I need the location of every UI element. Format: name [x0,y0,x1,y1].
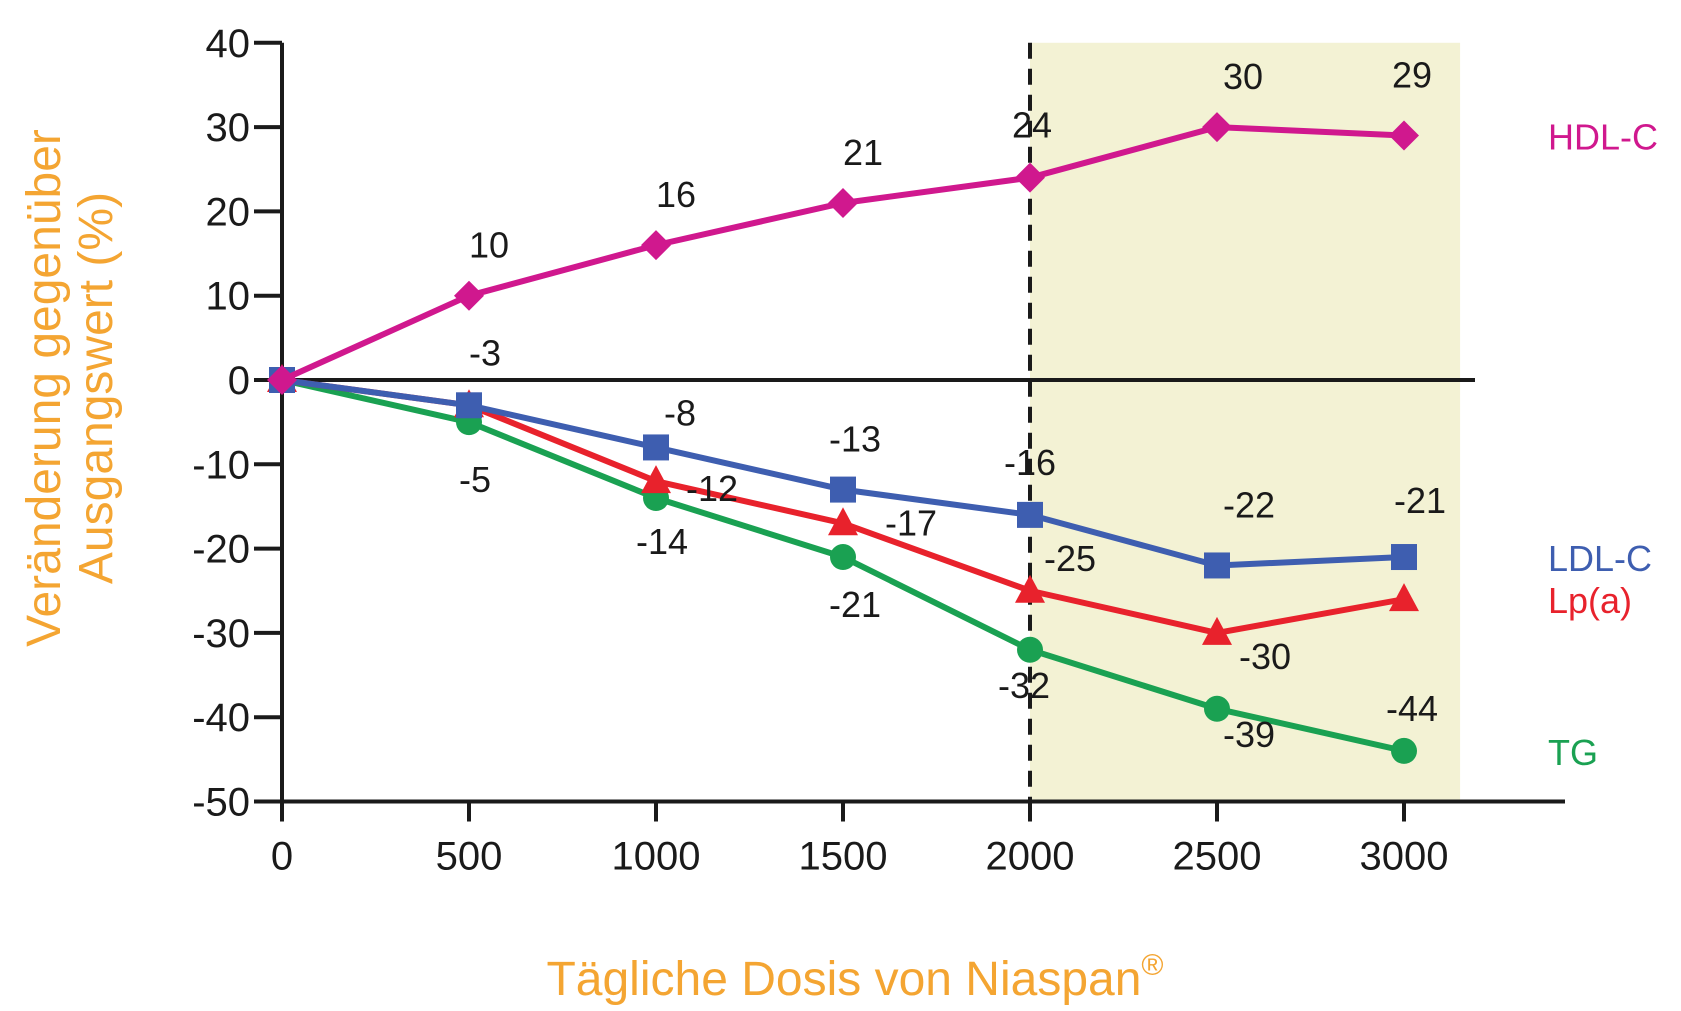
data-label: -39 [1223,714,1275,755]
series-name: TG [1548,732,1598,773]
data-label: 24 [1012,105,1052,146]
data-label: -44 [1386,688,1438,729]
y-axis-title-line1: Veränderung gegenüber [18,129,71,647]
data-label: -14 [636,521,688,562]
data-label: 29 [1392,55,1432,96]
y-axis-title-line2: Ausgangswert (%) [70,192,123,584]
data-label: -12 [686,468,738,509]
y-tick-label: -20 [192,528,250,572]
series-name: HDL-C [1548,117,1658,158]
point-triangle [1202,616,1232,645]
data-label: -25 [1044,538,1096,579]
data-label: -32 [998,665,1050,706]
data-label: 21 [843,132,883,173]
point-diamond [267,365,297,395]
data-label: -16 [1004,442,1056,483]
data-label: -17 [885,502,937,543]
data-label: -8 [664,392,696,433]
point-circle [1391,737,1417,764]
point-circle [1204,695,1230,722]
x-tick-label: 0 [271,835,293,879]
data-label: -13 [829,419,881,460]
data-label: -21 [1394,480,1446,521]
series-name: LDL-C [1548,538,1652,579]
point-triangle [1389,583,1419,612]
data-label: -30 [1239,636,1291,677]
point-diamond [1015,162,1045,193]
y-tick-label: 20 [206,190,251,234]
point-diamond [1389,120,1419,151]
point-diamond [641,230,671,261]
y-tick-label: 40 [206,22,251,66]
series-name: Lp(a) [1548,580,1632,621]
point-circle [830,544,856,571]
x-tick-label: 2500 [1173,835,1262,879]
x-axis-title-text: Tägliche Dosis von Niaspan [546,953,1141,1006]
data-labels: 10 16 21 24 30 29 -3 -8 -13 -16 -22 -21 -12 -17 -25 -30… [459,55,1446,755]
data-label: 30 [1223,56,1263,97]
point-diamond [454,280,484,311]
point-square [830,476,856,503]
x-axis-title-superscript: ® [1141,949,1163,982]
x-axis-title: Tägliche Dosis von Niaspan® [546,949,1163,1006]
series-names: HDL-C LDL-CLp(a) TG [1548,117,1658,773]
y-axis-title: Veränderung gegenüber Ausgangswert (%) [18,129,123,647]
data-label: -5 [459,459,491,500]
data-label: -21 [829,584,881,625]
y-tick-label: 10 [206,275,251,319]
y-tick-label: -50 [192,781,250,825]
point-triangle [641,465,671,494]
point-square [1391,544,1417,571]
y-tick-label: -40 [192,696,250,740]
point-triangle [828,507,858,536]
data-label: 10 [469,225,509,266]
point-diamond [1202,112,1232,143]
x-tick-label: 1000 [612,835,701,879]
point-diamond [828,187,858,218]
y-tick-label: -10 [192,443,250,487]
y-tick-label: -30 [192,612,250,656]
x-tick-label: 1500 [799,835,888,879]
y-tick-label: 30 [206,106,251,150]
point-square [1204,552,1230,579]
point-square [643,434,669,461]
x-tick-label: 3000 [1360,835,1449,879]
y-tick-label: 0 [228,359,250,403]
series-layer [267,112,1419,764]
data-label: -22 [1223,484,1275,525]
data-label: -3 [469,332,501,373]
x-tick-label: 2000 [986,835,1075,879]
point-square [456,392,482,419]
point-triangle [1015,574,1045,603]
data-label: 16 [656,174,696,215]
x-tick-label: 500 [436,835,503,879]
point-square [1017,501,1043,528]
point-circle [1017,636,1043,663]
